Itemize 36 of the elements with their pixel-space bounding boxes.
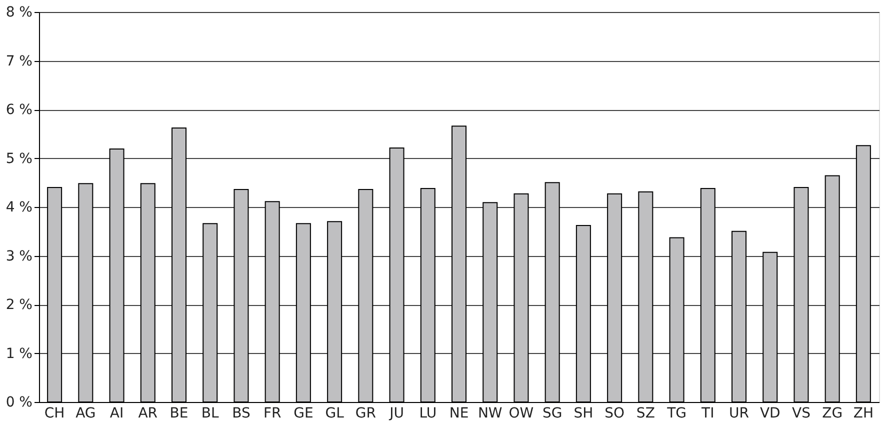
x-tick-label: SH	[574, 406, 594, 422]
x-tick-label: TG	[666, 406, 686, 422]
y-tick-label: 3 %	[6, 248, 32, 264]
x-tick-label: JU	[388, 406, 404, 422]
y-tick-label: 0 %	[6, 394, 32, 410]
x-tick-label: UR	[729, 406, 750, 422]
x-tick-label: GE	[294, 406, 314, 422]
x-tick-label: AR	[138, 406, 158, 422]
x-tick-label: CH	[44, 406, 65, 422]
x-tick-label: VD	[760, 406, 780, 422]
y-tick-label: 4 %	[6, 200, 32, 216]
x-tick-label: BL	[201, 406, 220, 422]
x-tick-label: LU	[419, 406, 437, 422]
x-tick-label: NE	[449, 406, 469, 422]
x-tick-label: GR	[355, 406, 376, 422]
x-tick-label: SO	[604, 406, 625, 422]
x-tick-label: AI	[110, 406, 124, 422]
x-tick-label: FR	[263, 406, 282, 422]
x-tick-label: ZH	[853, 406, 874, 422]
x-tick-label: BE	[170, 406, 188, 422]
x-tick-label: VS	[792, 406, 811, 422]
x-tick-label: SG	[542, 406, 562, 422]
x-tick-label: AG	[76, 406, 96, 422]
y-tick-label: 2 %	[6, 297, 32, 313]
x-tick-label: NW	[478, 406, 502, 422]
x-tick-label: SZ	[636, 406, 655, 422]
x-tick-label: ZG	[822, 406, 843, 422]
x-tick-label: BS	[232, 406, 250, 422]
x-tick-label: OW	[508, 406, 534, 422]
x-tick-label: GL	[325, 406, 344, 422]
x-tick-label: TI	[700, 406, 714, 422]
y-tick-label: 1 %	[6, 346, 32, 362]
y-tick-label: 6 %	[6, 102, 32, 118]
y-tick-label: 7 %	[6, 53, 32, 70]
y-tick-label: 5 %	[6, 150, 32, 167]
y-tick-label: 8 %	[6, 4, 32, 20]
